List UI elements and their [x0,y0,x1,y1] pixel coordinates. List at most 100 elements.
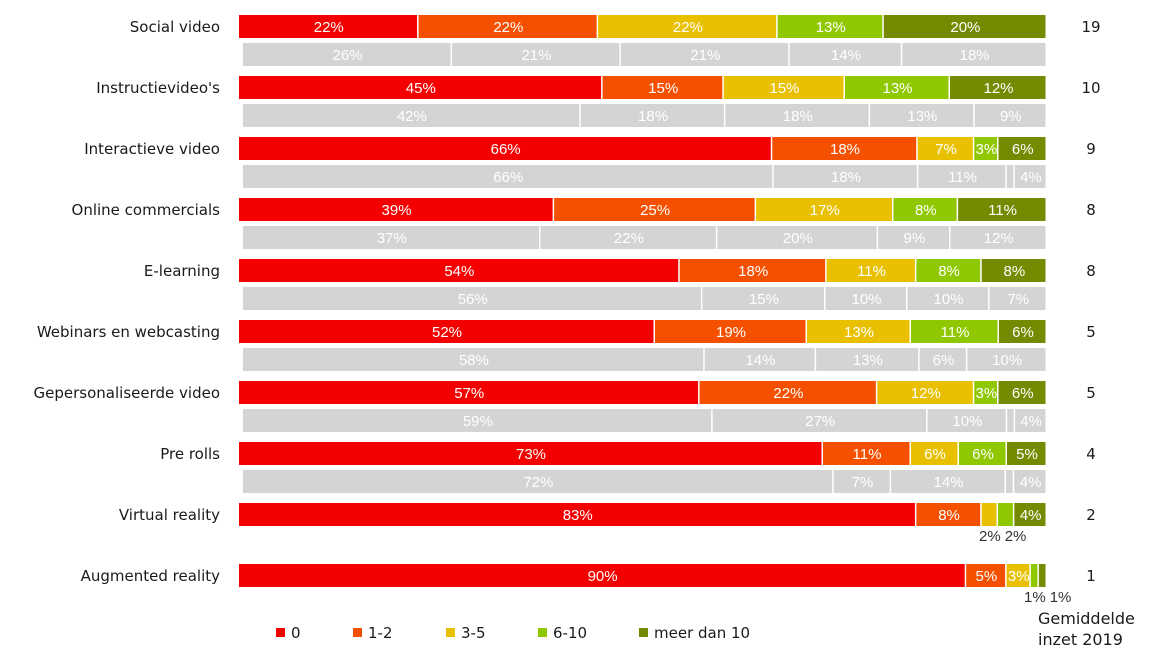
bar-previous-segment [243,348,704,371]
average-value: 2 [1086,506,1096,524]
bar-previous-segment [243,104,580,127]
bar-previous-segment [825,287,907,310]
bar-current-segment [1014,503,1046,526]
bar-previous-segment [878,226,950,249]
bar-previous-label: 12% [984,230,1014,247]
bar-current-segment [602,76,723,99]
bar-previous-segment [1014,470,1046,493]
bar-current-label: 22% [673,19,703,36]
bar-previous-segment [1006,165,1014,188]
bar-current-segment [239,15,418,38]
bar-current-label: 1% [1024,589,1046,606]
bar-current-segment [981,259,1046,282]
bar-previous-label: 10% [934,291,964,308]
category-label: Pre rolls [160,445,220,463]
bar-previous-segment [580,104,724,127]
bar-current-label: 1% [1050,589,1072,606]
bar-previous-segment [773,165,917,188]
bar-current-segment [723,76,844,99]
bar-current-label: 17% [810,202,840,219]
bar-current-label: 13% [844,324,874,341]
bar-current-segment [893,198,957,221]
bar-current-segment [966,564,1006,587]
legend-item: meer dan 10 [639,624,750,642]
average-value: 9 [1086,140,1096,158]
bar-previous-label: 59% [463,413,493,430]
bar-current-segment [958,198,1046,221]
bar-previous-label: 37% [377,230,407,247]
bar-current-label: 13% [883,80,913,97]
bar-current-segment [974,381,998,404]
bar-previous-label: 14% [934,474,964,491]
bar-current-label: 18% [830,141,860,158]
bar-current-segment [239,76,602,99]
bar-current-label: 18% [738,263,768,280]
bar-previous-segment [902,43,1046,66]
bar-previous-segment [243,43,451,66]
bar-previous-segment [704,348,815,371]
bar-current-segment [877,381,973,404]
bar-current-segment [1030,564,1038,587]
bar-current-segment [826,259,915,282]
bar-current-segment [239,442,822,465]
bar-current-label: 39% [382,202,412,219]
bar-current-label: 5% [1016,446,1038,463]
bar-current-segment [756,198,892,221]
bar-current-label: 8% [915,202,937,219]
bar-current-segment [845,76,949,99]
bar-previous-segment [243,470,833,493]
bar-current-segment [999,320,1046,343]
bar-current-segment [916,503,981,526]
bar-previous-segment [1005,470,1013,493]
right-column-title: Gemiddelde inzet 2019 [1038,608,1150,650]
bar-current-segment [917,137,973,160]
right-column-title-text: Gemiddelde inzet 2019 [1038,609,1135,649]
category-label: Webinars en webcasting [37,323,220,341]
bar-previous-label: 11% [948,169,977,186]
bar-current-segment [998,381,1046,404]
bar-current-segment [998,503,1013,526]
bar-previous-label: 56% [458,291,488,308]
bar-current-segment [823,442,910,465]
legend-item: 6-10 [538,624,587,642]
bar-current-segment [239,381,699,404]
bar-current-label: 2% [979,528,1001,545]
legend-label: 0 [291,624,301,642]
bar-previous-label: 66% [493,169,523,186]
bar-previous-label: 72% [523,474,553,491]
bar-previous-label: 18% [783,108,813,125]
bar-previous-segment [1015,409,1046,432]
bar-current-segment [679,259,826,282]
bar-current-segment [950,76,1046,99]
bar-previous-label: 10% [992,352,1022,369]
bar-previous-segment [243,226,539,249]
bar-previous-segment [967,348,1046,371]
bar-previous-segment [243,409,712,432]
bar-current-label: 7% [935,141,957,158]
average-value: 5 [1086,384,1096,402]
bar-current-label: 8% [1004,263,1026,280]
average-value: 10 [1081,79,1100,97]
bar-current-segment [1006,564,1030,587]
category-label: Interactieve video [84,140,220,158]
bar-previous-segment [907,287,989,310]
category-label: Instructievideo's [96,79,220,97]
bar-previous-segment [452,43,620,66]
bar-previous-label: 42% [397,108,427,125]
bar-current-label: 6% [1012,385,1034,402]
bar-current-segment [911,442,958,465]
bar-previous-label: 4% [1020,169,1042,186]
bar-previous-segment [816,348,919,371]
legend-swatch [538,628,547,637]
bar-current-label: 6% [1012,324,1034,341]
average-value: 8 [1086,262,1096,280]
bar-previous-label: 9% [903,230,925,247]
bar-current-label: 90% [588,568,618,585]
bar-current-label: 83% [563,507,593,524]
bar-current-label: 66% [491,141,521,158]
bar-previous-segment [702,287,824,310]
bar-previous-label: 14% [745,352,775,369]
bar-previous-segment [870,104,974,127]
average-value: 19 [1081,18,1100,36]
